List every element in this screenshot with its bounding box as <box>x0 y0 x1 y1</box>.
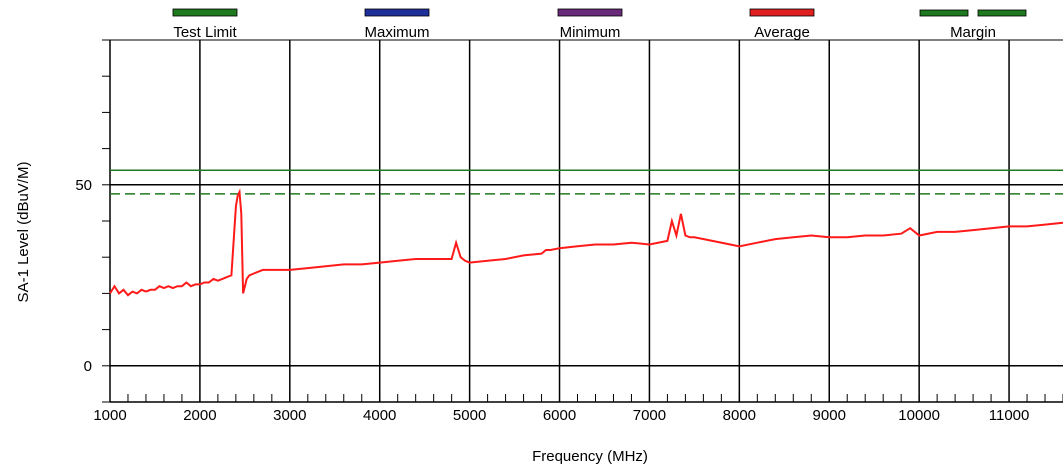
y-axis-label: SA-1 Level (dBuV/M) <box>15 162 32 303</box>
legend-swatch-margin <box>919 9 969 17</box>
legend-swatch-margin <box>977 9 1027 17</box>
x-tick-label: 1000 <box>93 407 126 424</box>
plot-area: 1000 2000 3000 4000 5000 6000 7000 8000 9000 1000… <box>75 39 1063 424</box>
legend: Test Limit Maximum Minimum Average Margin <box>172 8 1027 41</box>
legend-swatch-average <box>749 8 815 17</box>
x-tick-label: 7000 <box>633 407 666 424</box>
x-tick-label: 4000 <box>363 407 396 424</box>
x-tick-label: 3000 <box>273 407 306 424</box>
legend-swatch-maximum <box>364 8 430 17</box>
x-tick-label: 11000 <box>989 407 1030 424</box>
legend-label-average: Average <box>754 24 810 41</box>
x-tick-label: 8000 <box>723 407 756 424</box>
legend-label-minimum: Minimum <box>560 24 621 41</box>
y-tick-label: 0 <box>84 358 92 375</box>
x-axis-label: Frequency (MHz) <box>532 448 648 465</box>
y-tick-label: 50 <box>75 177 92 194</box>
x-tick-label: 5000 <box>453 407 486 424</box>
legend-swatch-minimum <box>557 8 623 17</box>
x-tick-label: 6000 <box>543 407 576 424</box>
x-tick-label: 10000 <box>898 407 940 424</box>
series-line-average <box>109 188 1063 297</box>
legend-swatch-test-limit <box>172 8 238 17</box>
x-tick-label: 9000 <box>813 407 846 424</box>
x-tick-label: 2000 <box>183 407 216 424</box>
legend-label-maximum: Maximum <box>364 24 429 41</box>
legend-label-margin: Margin <box>950 24 996 41</box>
legend-label-test-limit: Test Limit <box>173 24 237 41</box>
